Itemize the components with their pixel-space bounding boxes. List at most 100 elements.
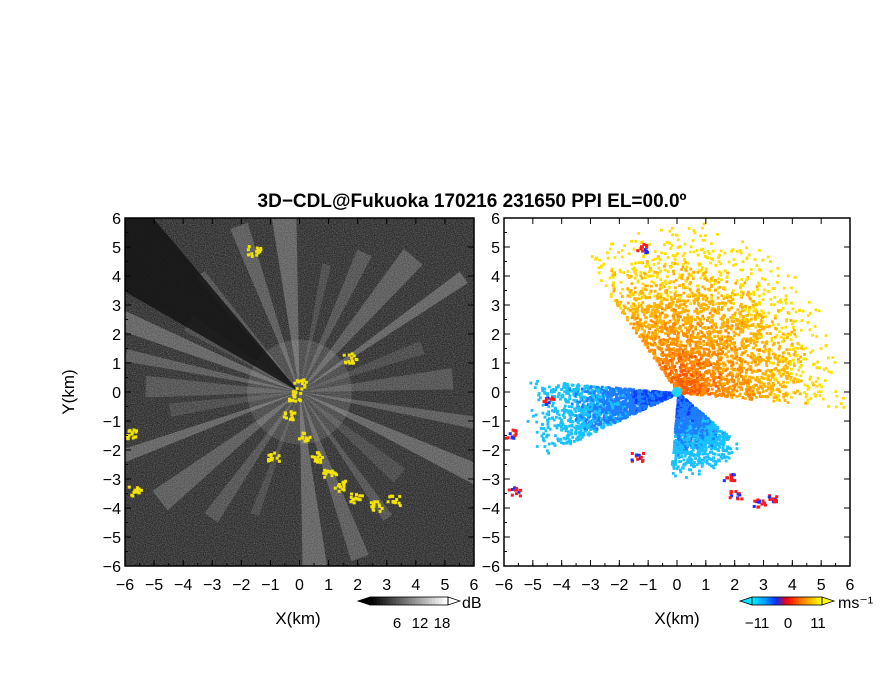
right-velocity-pixel — [605, 402, 609, 406]
right-velocity-pixel — [681, 344, 685, 348]
right-velocity-pixel — [790, 344, 794, 348]
right-velocity-pixel — [664, 322, 667, 325]
right-velocity-pixel — [564, 437, 568, 441]
right-velocity-pixel — [622, 304, 626, 308]
right-velocity-pixel — [623, 402, 627, 406]
right-velocity-pixel — [717, 366, 721, 370]
right-velocity-pixel — [673, 286, 677, 290]
right-velocity-pixel — [663, 262, 667, 266]
left-beam — [152, 392, 300, 511]
right-velocity-pixel — [621, 311, 624, 315]
right-velocity-pixel — [754, 363, 758, 367]
right-velocity-pixel — [586, 408, 590, 412]
right-velocity-pixel — [543, 390, 546, 394]
right-velocity-pixel — [673, 440, 677, 444]
right-velocity-pixel — [657, 295, 661, 299]
left-yellow-echo — [320, 456, 324, 460]
left-beam — [299, 367, 454, 392]
right-velocity-pixel — [630, 405, 634, 409]
left-y-tick-label: −6 — [103, 559, 121, 576]
right-velocity-pixel — [619, 396, 623, 400]
right-velocity-pixel — [719, 366, 722, 370]
right-velocity-pixel — [747, 308, 751, 312]
right-velocity-pixel — [718, 358, 722, 361]
right-velocity-pixel — [687, 293, 691, 297]
right-velocity-pixel — [676, 339, 680, 342]
right-velocity-pixel — [790, 330, 794, 334]
right-velocity-pixel — [781, 360, 785, 364]
right-velocity-pixel — [720, 294, 724, 297]
right-velocity-pixel — [615, 403, 619, 406]
right-velocity-pixel — [676, 315, 680, 319]
right-velocity-pixel — [642, 310, 646, 313]
right-velocity-pixel — [717, 308, 721, 311]
right-velocity-pixel — [619, 406, 623, 410]
left-x-tick-label: 6 — [470, 577, 479, 594]
right-velocity-pixel — [714, 381, 718, 385]
left-yellow-echo — [358, 494, 362, 498]
right-velocity-pixel — [568, 397, 572, 401]
right-velocity-pixel — [632, 315, 636, 319]
right-velocity-pixel — [670, 379, 674, 383]
right-velocity-pixel — [566, 419, 570, 422]
right-velocity-pixel — [712, 340, 716, 344]
right-velocity-pixel — [734, 368, 738, 372]
right-velocity-pixel — [625, 407, 628, 411]
right-velocity-pixel — [657, 266, 661, 270]
right-velocity-pixel — [684, 461, 688, 465]
right-velocity-pixel — [679, 367, 683, 371]
right-velocity-pixel — [785, 371, 789, 374]
right-velocity-pixel — [717, 330, 721, 334]
right-velocity-pixel — [623, 312, 627, 316]
right-velocity-pixel — [682, 376, 686, 380]
left-yellow-echo — [291, 399, 295, 403]
right-velocity-pixel — [658, 329, 661, 333]
right-velocity-pixel — [690, 446, 693, 450]
right-velocity-pixel — [562, 427, 566, 430]
right-velocity-pixel — [663, 365, 667, 368]
right-velocity-pixel — [673, 262, 677, 265]
left-yellow-echo — [300, 436, 304, 440]
right-velocity-pixel — [741, 338, 745, 342]
right-velocity-pixel — [550, 394, 554, 398]
right-velocity-pixel — [702, 343, 706, 347]
right-velocity-pixel — [622, 388, 626, 392]
right-velocity-pixel — [779, 374, 783, 378]
right-velocity-pixel — [639, 304, 643, 307]
right-velocity-pixel — [691, 277, 695, 281]
right-velocity-pixel — [638, 399, 642, 403]
left-beam — [299, 392, 406, 483]
left-yellow-echo — [303, 385, 307, 389]
right-velocity-pixel — [586, 432, 590, 436]
right-velocity-pixel — [669, 366, 673, 369]
right-velocity-pixel — [659, 367, 663, 370]
right-velocity-pixel — [730, 347, 734, 351]
right-velocity-pixel — [575, 426, 579, 430]
right-velocity-pixel — [587, 412, 591, 416]
right-velocity-pixel — [741, 291, 745, 295]
right-velocity-pixel — [748, 306, 752, 309]
right-velocity-pixel — [630, 316, 634, 320]
left-yellow-echo — [135, 429, 139, 433]
right-velocity-pixel — [659, 347, 663, 351]
right-velocity-pixel — [695, 284, 699, 288]
right-velocity-pixel — [767, 355, 771, 359]
right-velocity-pixel — [707, 337, 710, 341]
right-velocity-pixel — [731, 248, 735, 251]
right-velocity-pixel — [642, 399, 646, 403]
right-velocity-pixel — [652, 281, 656, 285]
right-velocity-pixel — [798, 365, 802, 369]
right-velocity-pixel — [599, 407, 603, 411]
right-velocity-pixel — [568, 389, 572, 393]
right-velocity-pixel — [801, 370, 805, 374]
right-velocity-pixel — [667, 285, 671, 289]
right-velocity-pixel — [654, 270, 657, 274]
right-velocity-pixel — [681, 353, 684, 356]
right-velocity-pixel — [721, 305, 724, 309]
right-velocity-pixel — [765, 389, 769, 392]
right-velocity-pixel — [636, 297, 640, 301]
right-velocity-pixel — [578, 433, 582, 437]
right-velocity-pixel — [786, 381, 789, 384]
right-velocity-pixel — [775, 396, 779, 400]
right-velocity-pixel — [604, 411, 608, 415]
